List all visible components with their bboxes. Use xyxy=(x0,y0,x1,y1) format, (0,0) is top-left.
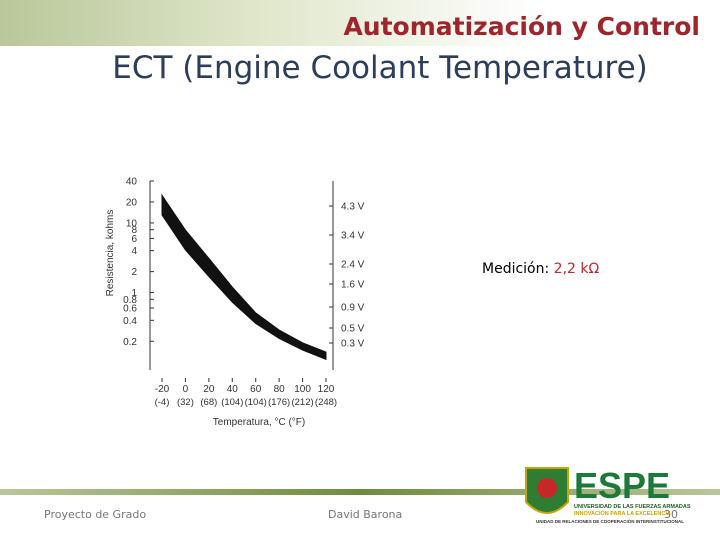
logo-line2: INNOVACIÓN PARA LA EXCELENCIA xyxy=(574,509,671,517)
logo-line1: UNIVERSIDAD DE LAS FUERZAS ARMADAS xyxy=(574,504,691,510)
footer-project: Proyecto de Grado xyxy=(44,508,147,521)
x-tick-label: 40 xyxy=(227,384,239,395)
x2-tick-label: (68) xyxy=(200,397,217,408)
y2-label: 2.4 V xyxy=(341,260,365,271)
y-tick-label: 0.4 xyxy=(123,316,137,327)
x2-tick-label: (104) xyxy=(245,397,267,408)
y-tick-label: 6 xyxy=(131,234,137,245)
footer-stripe xyxy=(0,489,720,495)
y2-label: 0.5 V xyxy=(341,324,365,335)
y2-label: 1.6 V xyxy=(341,280,365,291)
y-tick-label: 2 xyxy=(131,267,137,278)
x-tick-label: 80 xyxy=(274,384,286,395)
logo: ESPE UNIVERSIDAD DE LAS FUERZAS ARMADAS … xyxy=(525,465,691,524)
footer-author: David Barona xyxy=(328,508,403,521)
measurement: Medición: 2,2 kΩ xyxy=(482,261,599,277)
y-tick-label: 10 xyxy=(126,218,138,229)
x2-tick-label: (212) xyxy=(291,397,313,408)
x-tick-label: 60 xyxy=(250,384,262,395)
logo-emblem-center xyxy=(537,478,557,498)
x-tick-label: 20 xyxy=(203,384,215,395)
y-tick-label: 40 xyxy=(126,177,138,188)
x2-tick-label: (104) xyxy=(221,397,243,408)
x-tick-label: 120 xyxy=(318,384,335,395)
y2-label: 0.9 V xyxy=(341,303,365,314)
resistance-band xyxy=(161,193,327,361)
x-tick-label: 100 xyxy=(294,384,311,395)
y-tick-label: 0.6 xyxy=(123,304,137,315)
logo-name: ESPE xyxy=(574,465,670,506)
logo-line3: UNIDAD DE RELACIONES DE COOPERACIÓN INTE… xyxy=(536,517,684,524)
measurement-value: 2,2 kΩ xyxy=(553,261,600,277)
x2-tick-label: (176) xyxy=(268,397,290,408)
y-tick-label: 4 xyxy=(131,246,137,257)
header-band xyxy=(0,0,720,46)
slide-title: ECT (Engine Coolant Temperature) xyxy=(112,50,648,86)
x2-tick-label: (-4) xyxy=(155,397,170,408)
brand: Automatización y Control xyxy=(343,12,700,41)
y-tick-label: 0.8 xyxy=(123,295,137,306)
y-tick-label: 0.2 xyxy=(123,337,137,348)
x-tick-label: 0 xyxy=(183,384,189,395)
measurement-label: Medición: xyxy=(482,261,550,277)
y-axis-label: Resistencia, kohms xyxy=(105,210,116,297)
y2-label: 0.3 V xyxy=(341,339,365,350)
x-axis-label: Temperatura, °C (°F) xyxy=(213,417,305,428)
y2-label: 3.4 V xyxy=(341,231,365,242)
y-tick-label: 8 xyxy=(131,225,137,236)
y-tick-label: 1 xyxy=(131,288,137,299)
x2-tick-label: (248) xyxy=(315,397,337,408)
x2-tick-label: (32) xyxy=(177,397,194,408)
y2-label: 4.3 V xyxy=(341,202,365,213)
x-tick-label: -20 xyxy=(155,384,170,395)
y-tick-label: 20 xyxy=(126,197,138,208)
page-number: 30 xyxy=(664,508,678,521)
